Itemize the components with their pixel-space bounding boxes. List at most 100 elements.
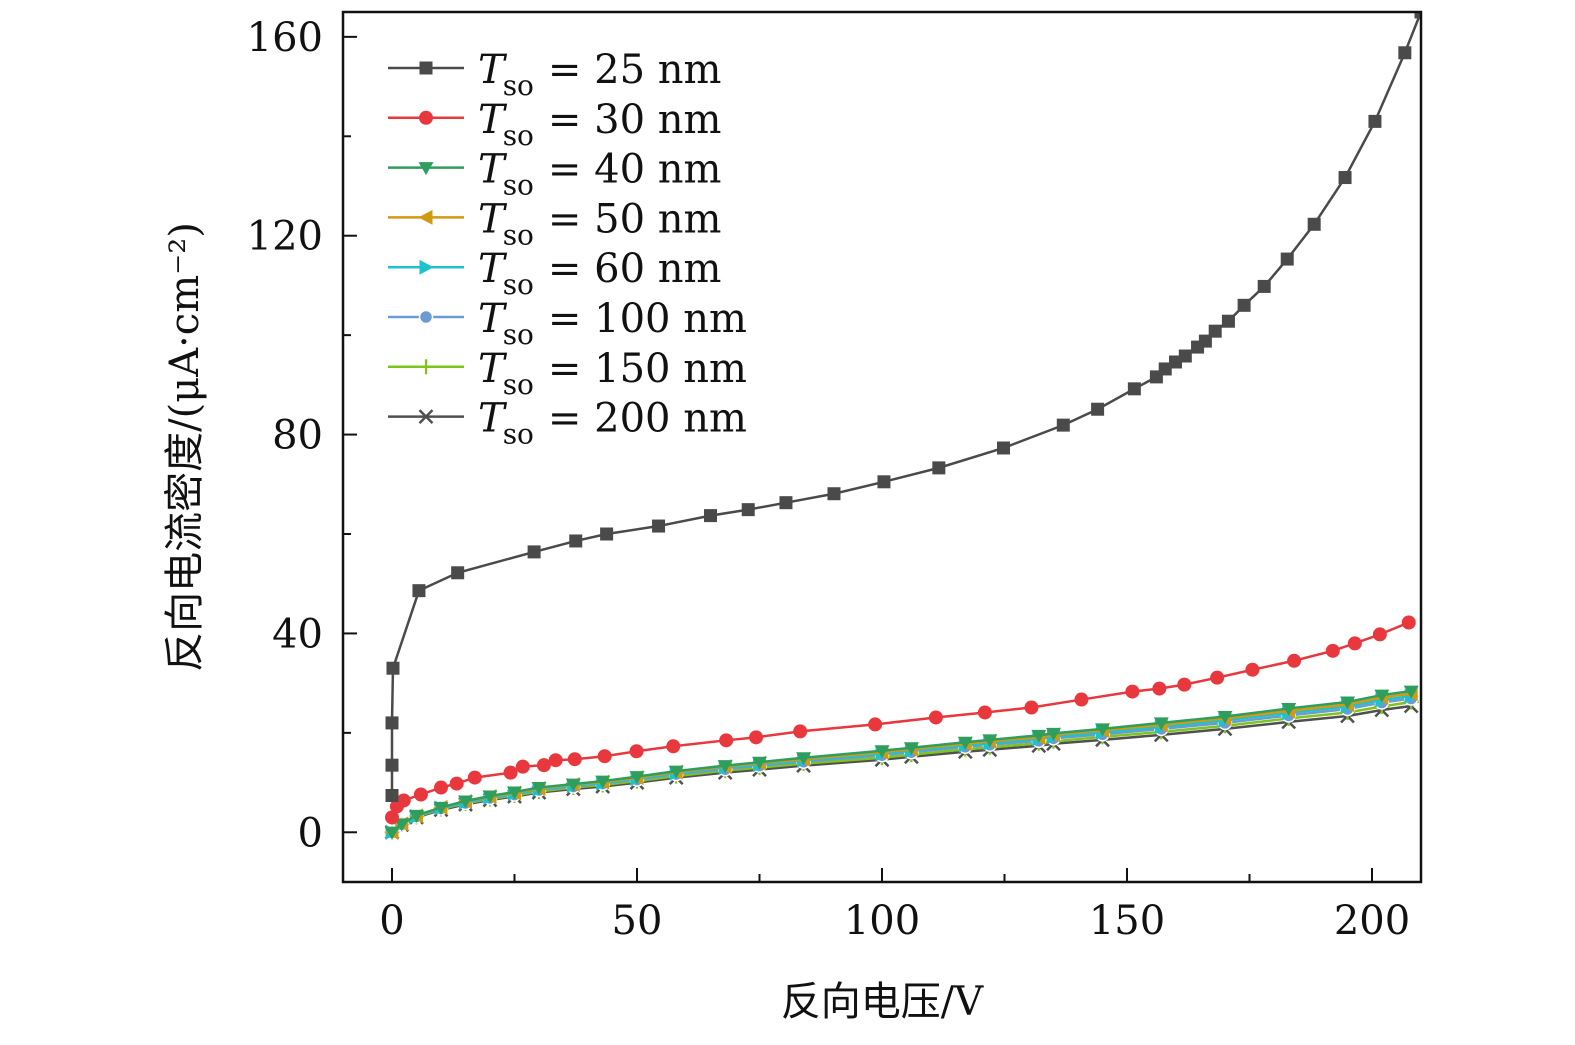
y-axis-title: 反向电流密度/(μA·cm⁻²) [162,222,208,672]
data-point [569,534,583,548]
legend-var: T [478,346,508,392]
legend-marker [418,209,433,225]
series-line [391,689,1412,834]
data-point [1177,677,1192,692]
x-axis-title: 反向电压/V [781,979,984,1025]
series-25nm [385,12,1421,802]
data-point [1281,702,1297,716]
data-point [868,717,883,732]
data-point [997,441,1011,455]
data-point [827,487,841,501]
data-point [1198,334,1212,348]
data-point [1074,692,1089,707]
legend-var: T [478,246,508,292]
data-point [531,782,547,796]
data-point [629,771,645,785]
data-point [1414,12,1421,19]
legend-var: T [478,296,508,342]
data-point [928,710,943,725]
legend-item: Tso = 60 nm [388,246,721,301]
legend-label: Tso = 200 nm [478,396,747,451]
legend-var: T [478,396,508,442]
data-point [1127,382,1141,396]
series-layer [384,12,1421,840]
data-point [413,787,428,802]
legend-marker [418,162,434,176]
data-point [1091,402,1105,416]
legend-label: Tso = 100 nm [478,296,747,351]
series-line [390,12,1421,796]
data-point [385,716,399,730]
data-point [1031,729,1047,743]
x-tick-label: 100 [844,898,920,944]
data-point [595,775,611,789]
data-point [385,810,399,825]
legend-var: T [478,196,508,242]
data-point [719,733,734,748]
data-point [548,753,563,768]
series-30nm [385,615,1416,825]
data-point [1340,696,1355,710]
data-point [752,756,767,770]
data-point [977,705,992,720]
legend-rest: = 150 nm [548,346,747,392]
data-point [1401,615,1416,630]
data-point [1153,717,1169,731]
legend-label: Tso = 30 nm [478,97,721,152]
data-point [1095,723,1110,737]
legend-sub: so [503,318,534,351]
data-point [1158,362,1172,376]
legend-var: T [478,147,508,193]
data-point [385,788,399,802]
data-point [704,509,717,523]
data-point [1280,252,1294,266]
legend-item: Tso = 30 nm [388,97,721,152]
data-point [1237,298,1251,312]
data-point [482,790,498,804]
legend-label: Tso = 50 nm [478,196,721,251]
legend-item: Tso = 40 nm [388,147,721,202]
data-point [1307,217,1321,231]
data-point [412,584,426,598]
data-point [1208,324,1222,338]
legend-item: Tso = 100 nm [388,296,747,351]
data-point [668,765,684,779]
legend-sub: so [503,69,534,102]
x-tick-label: 150 [1089,898,1165,944]
legend-label: Tso = 60 nm [478,246,721,301]
data-point [1374,689,1390,703]
data-point [565,778,581,792]
data-point [527,545,541,559]
data-point [1347,636,1362,651]
data-point [433,801,449,815]
data-point [449,776,464,791]
legend-item: Tso = 50 nm [388,196,721,251]
data-point [749,730,764,745]
legend: Tso = 25 nm Tso = 30 nm Tso = 40 nm Tso = 50 nm… [388,47,747,451]
data-point [536,758,551,773]
data-point [600,527,614,541]
data-point [1217,710,1233,724]
data-point [779,496,793,510]
data-point [507,786,522,800]
y-tick-label: 0 [298,810,323,856]
data-point [1221,314,1235,328]
data-point [1398,46,1412,60]
data-point [1169,355,1183,369]
x-tick-label: 0 [379,898,404,944]
data-point [385,758,399,772]
legend-item: Tso = 25 nm [388,47,721,102]
y-tick-label: 40 [272,611,323,657]
data-point [384,826,400,840]
data-point [394,818,410,832]
data-point [1257,279,1271,293]
legend-sub: so [503,368,534,401]
data-point [597,749,612,764]
data-point [567,752,582,767]
legend-marker [418,359,434,375]
y-tick-label: 120 [247,214,323,260]
legend-sub: so [503,119,534,152]
data-point [1403,685,1419,699]
data-point [1152,681,1167,696]
